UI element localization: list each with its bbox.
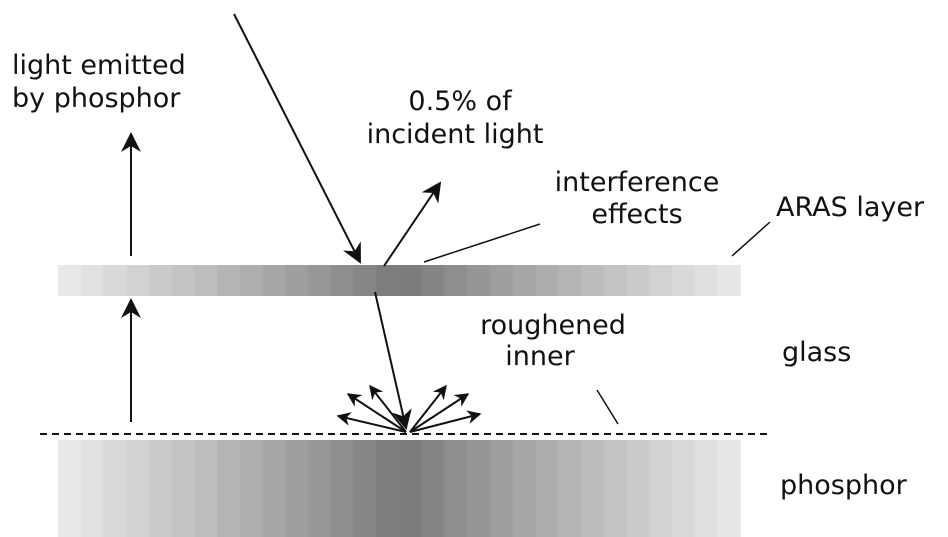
gradient-band-segment [308,440,332,537]
gradient-band-segment [239,440,264,537]
gradient-band-segment [717,440,741,537]
label-interference-line2: effects [591,199,682,230]
gradient-band-segment [330,265,355,296]
gradient-band-segment [489,440,514,537]
label-roughened-line1: roughened [480,310,626,341]
gradient-band-segment [353,440,377,537]
gradient-band-segment [376,265,400,296]
gradient-band-segment [103,265,127,296]
gradient-band-segment [330,440,355,537]
gradient-band-segment [694,440,718,537]
gradient-band-segment [512,265,536,296]
gradient-band-segment [580,440,605,537]
scatter-arrow [369,384,407,433]
label-roughened-line2: inner [505,341,575,372]
gradient-band-segment [285,440,309,537]
gradient-band-segment [558,440,582,537]
gradient-band-segment [194,440,218,537]
gradient-band-segment [171,265,195,296]
scatter-arrow [346,393,407,433]
gradient-band-segment [217,265,241,296]
gradient-band-segment [353,265,377,296]
scatter-arrow [409,410,482,433]
gradient-band-segment [80,440,105,537]
gradient-band-segment [649,440,673,537]
gradient-band-segment [285,265,309,296]
incident-light-arrow [233,13,361,264]
gradient-band-segment [421,440,446,537]
gradient-band-segment [399,265,423,296]
gradient-band-segment [467,265,491,296]
reflected-light-arrow [383,181,442,267]
gradient-band-segment [717,265,741,296]
gradient-band-segment [171,440,195,537]
gradient-band-segment [126,440,150,537]
gradient-band-segment [80,265,105,296]
gradient-band-segment [421,265,446,296]
gradient-band-segment [467,440,491,537]
aras-layer-band [58,265,741,296]
roughened-leader-line [596,389,619,425]
label-glass: glass [782,337,851,368]
label-incident-line1: 0.5% of [408,86,513,117]
label-phosphor: phosphor [780,470,908,501]
gradient-band-segment [535,265,559,296]
gradient-band-segment [535,440,559,537]
gradient-band-segment [148,265,173,296]
label-aras-layer: ARAS layer [776,192,925,223]
gradient-band-segment [671,265,696,296]
gradient-band-segment [671,440,696,537]
gradient-band-segment [580,265,605,296]
aras-leader-line [731,221,771,257]
gradient-band-segment [262,265,286,296]
gradient-band-segment [489,265,514,296]
gradient-band-segment [194,265,218,296]
scatter-arrow [336,412,407,433]
gradient-band-segment [444,440,468,537]
gradient-band-segment [126,265,150,296]
scatter-arrows [336,384,482,433]
gradient-band-segment [444,265,468,296]
gradient-band-segment [58,440,82,537]
phosphor-band [58,440,741,537]
scatter-arrow [409,393,470,433]
gradient-band-segment [262,440,286,537]
label-interference-line1: interference [555,167,720,198]
label-incident-line2: incident light [367,119,544,150]
interference-leader-line [423,223,541,263]
gradient-band-segment [148,440,173,537]
gradient-band-segment [239,265,264,296]
gradient-band-segment [103,440,127,537]
gradient-band-segment [512,440,536,537]
gradient-band-segment [308,265,332,296]
gradient-band-segment [58,265,82,296]
gradient-band-segment [603,265,627,296]
gradient-band-segment [626,440,650,537]
transmitted-light-arrow [374,291,412,430]
gradient-band-segment [558,265,582,296]
gradient-band-segment [649,265,673,296]
gradient-band-segment [376,440,400,537]
gradient-band-segment [626,265,650,296]
gradient-band-segment [603,440,627,537]
label-light-emitted-line1: light emitted [12,50,186,81]
label-light-emitted-line2: by phosphor [12,83,181,114]
gradient-band-segment [399,440,423,537]
gradient-band-segment [694,265,718,296]
gradient-band-segment [217,440,241,537]
scatter-arrow [409,384,447,433]
